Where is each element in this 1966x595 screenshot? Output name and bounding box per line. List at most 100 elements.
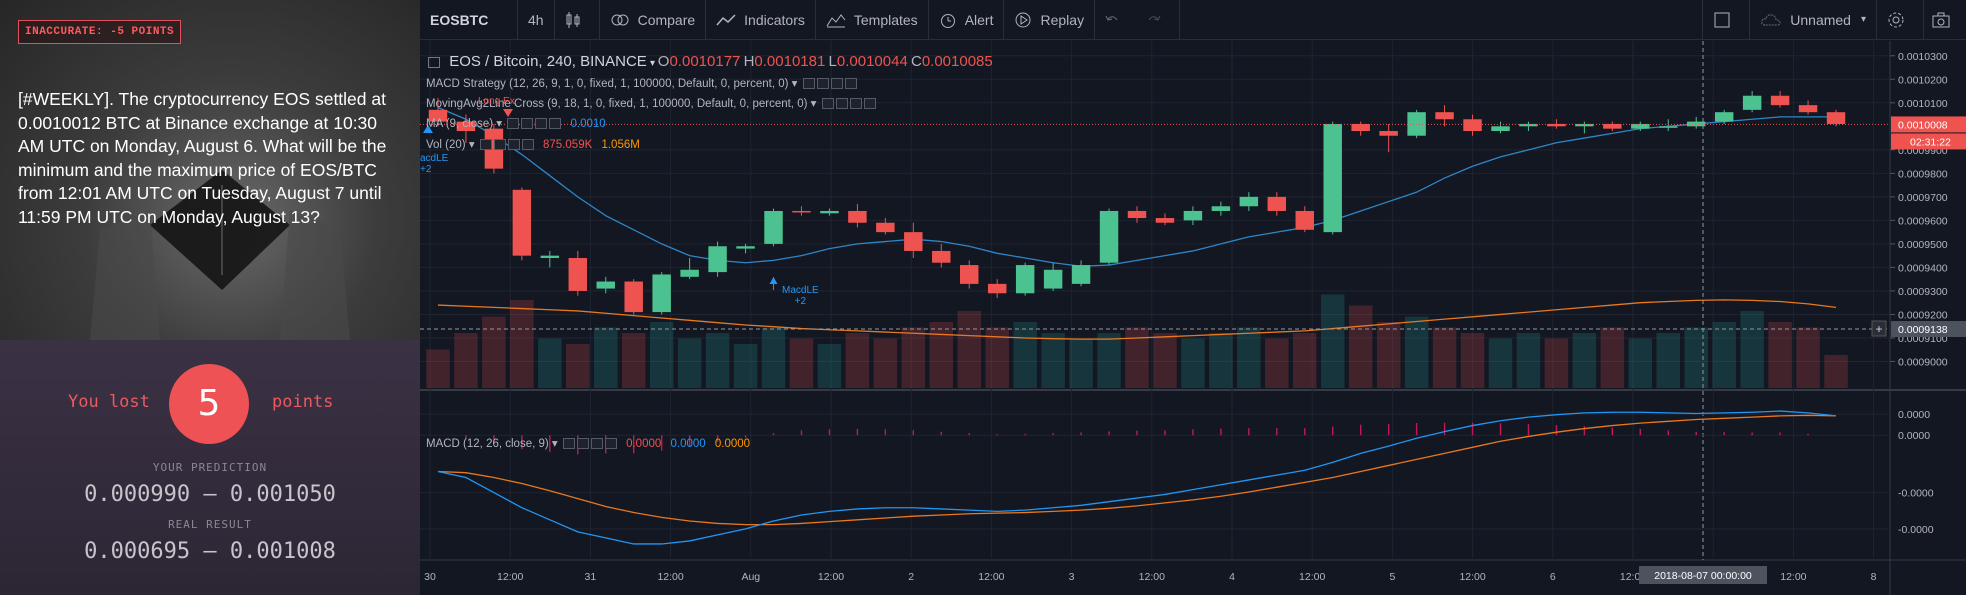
candle-body <box>708 246 727 273</box>
volume-bar <box>733 344 758 388</box>
time-tick-label: 12:00 <box>1780 571 1806 583</box>
candle-body <box>1826 112 1846 124</box>
candle-body <box>1351 123 1370 132</box>
volume-bar <box>1656 333 1680 388</box>
macdle-signal-label: MacdLE <box>782 285 819 296</box>
close-icon[interactable] <box>844 78 857 90</box>
high-label: H <box>743 53 755 70</box>
candle-body <box>1379 131 1398 136</box>
chevron-down-icon[interactable]: ▾ <box>649 58 658 69</box>
time-tick-label: 6 <box>1550 571 1556 583</box>
snapshot-button[interactable] <box>1924 0 1966 40</box>
layout-name-button[interactable]: Unnamed ▾ <box>1750 0 1877 40</box>
volume-bar <box>1376 322 1401 388</box>
volume-bar <box>1684 327 1708 388</box>
candle-body <box>1686 121 1706 127</box>
volume-bar <box>1572 333 1597 388</box>
templates-label: Templates <box>853 11 918 28</box>
interval-button[interactable]: 4h <box>518 0 555 40</box>
symbol-title[interactable]: EOS / Bitcoin, 240, BINANCE <box>449 53 647 70</box>
fullscreen-button[interactable] <box>1702 0 1751 40</box>
candle-body <box>1239 196 1259 207</box>
undo-button[interactable] <box>1095 0 1137 40</box>
macd-pane-label: MACD (12, 26, close, 9) <box>426 438 549 450</box>
redo-icon <box>1148 15 1161 21</box>
settings-small-icon[interactable] <box>576 438 589 450</box>
alert-clock-icon <box>940 13 955 28</box>
candle-body <box>1015 265 1035 294</box>
eye-icon[interactable] <box>507 118 520 130</box>
macd-line <box>437 410 1837 545</box>
volume-bar <box>845 333 870 388</box>
volume-bar <box>566 344 590 388</box>
eye-icon[interactable] <box>479 139 492 151</box>
candle-body <box>904 232 923 251</box>
candle-body <box>1323 123 1342 233</box>
collapse-legend-icon[interactable] <box>428 57 440 69</box>
inaccurate-badge: INACCURATE: -5 POINTS <box>18 20 182 44</box>
price-tick-label: 0.0009700 <box>1898 192 1948 204</box>
more-icon[interactable] <box>830 78 843 90</box>
candle-body <box>1631 123 1650 129</box>
candle-body <box>1211 206 1231 211</box>
candle-body <box>624 281 643 313</box>
question-text: [#WEEKLY]. The cryptocurrency EOS settle… <box>18 89 387 227</box>
close-icon[interactable] <box>521 139 534 151</box>
candle-body <box>1603 123 1622 129</box>
quiz-panel: INACCURATE: -5 POINTS [#WEEKLY]. The cry… <box>0 0 420 595</box>
volume-bar <box>1041 333 1065 388</box>
compare-icon <box>611 14 629 25</box>
replay-button[interactable]: Replay <box>1004 0 1096 40</box>
chart-type-button[interactable] <box>555 0 600 40</box>
price-tick-label: 0.0009600 <box>1898 215 1948 227</box>
price-tick-label: 0.0009800 <box>1898 168 1948 180</box>
indicators-button[interactable]: Indicators <box>706 0 816 40</box>
volume-bar <box>1740 311 1764 388</box>
settings-small-icon[interactable] <box>493 139 506 151</box>
volume-bar <box>1097 333 1121 388</box>
add-alert-icon[interactable] <box>1871 320 1887 337</box>
more-icon[interactable] <box>535 118 548 130</box>
volume-bar <box>1209 333 1233 388</box>
volume-bar <box>1293 333 1317 388</box>
settings-small-icon[interactable] <box>816 78 829 90</box>
volume-bar <box>1600 327 1625 388</box>
candle-body <box>1575 123 1594 127</box>
volume-bar <box>985 327 1009 388</box>
volume-bar <box>1460 333 1485 388</box>
chart-canvas[interactable]: 0.00103000.00102000.00101000.00099000.00… <box>420 41 1966 595</box>
candle-body <box>1659 126 1678 128</box>
close-icon[interactable] <box>604 438 617 450</box>
candle-body <box>1183 210 1203 221</box>
eye-icon[interactable] <box>802 78 815 90</box>
chart-area[interactable]: 0.0010300 0.0010200 0.0010100 0.0009900 0.00… <box>420 41 1966 595</box>
more-icon[interactable] <box>849 98 862 110</box>
ma-legend[interactable]: MA (9, close) ▾ 0.0010 <box>426 118 606 130</box>
more-icon[interactable] <box>590 438 603 450</box>
ma-cross-legend[interactable]: MovingAvg2Line Cross (9, 18, 1, 0, fixed… <box>426 96 876 110</box>
alert-button[interactable]: Alert <box>929 0 1005 40</box>
candle-body <box>764 210 783 244</box>
crosshair-price-label: 0.0009138 <box>1898 324 1948 336</box>
volume-bar <box>873 338 898 388</box>
close-icon[interactable] <box>549 118 562 130</box>
layout-name-label: Unnamed <box>1790 11 1851 28</box>
compare-button[interactable]: Compare <box>600 0 707 40</box>
settings-small-icon[interactable] <box>521 118 534 130</box>
macd-value-2: 0.0000 <box>670 438 706 450</box>
settings-button[interactable] <box>1877 0 1924 40</box>
symbol-search[interactable]: EOSBTC <box>420 0 518 40</box>
macd-strategy-legend[interactable]: MACD Strategy (12, 26, 9, 1, 0, fixed, 1… <box>426 76 857 90</box>
redo-button[interactable] <box>1137 0 1181 40</box>
eye-icon[interactable] <box>562 438 575 450</box>
settings-small-icon[interactable] <box>835 98 848 110</box>
ma-label: MA (9, close) <box>426 118 494 130</box>
eye-icon[interactable] <box>821 98 834 110</box>
more-icon[interactable] <box>507 139 520 151</box>
close-icon[interactable] <box>863 98 876 110</box>
macd-pane-legend[interactable]: MACD (12, 26, close, 9) ▾ 0.0000 0.0000 … <box>426 438 751 450</box>
templates-button[interactable]: Templates <box>816 0 929 40</box>
vol-legend[interactable]: Vol (20) ▾ 875.059K 1.056M <box>426 139 640 151</box>
volume-bar <box>649 322 674 388</box>
candle-body <box>792 210 811 213</box>
